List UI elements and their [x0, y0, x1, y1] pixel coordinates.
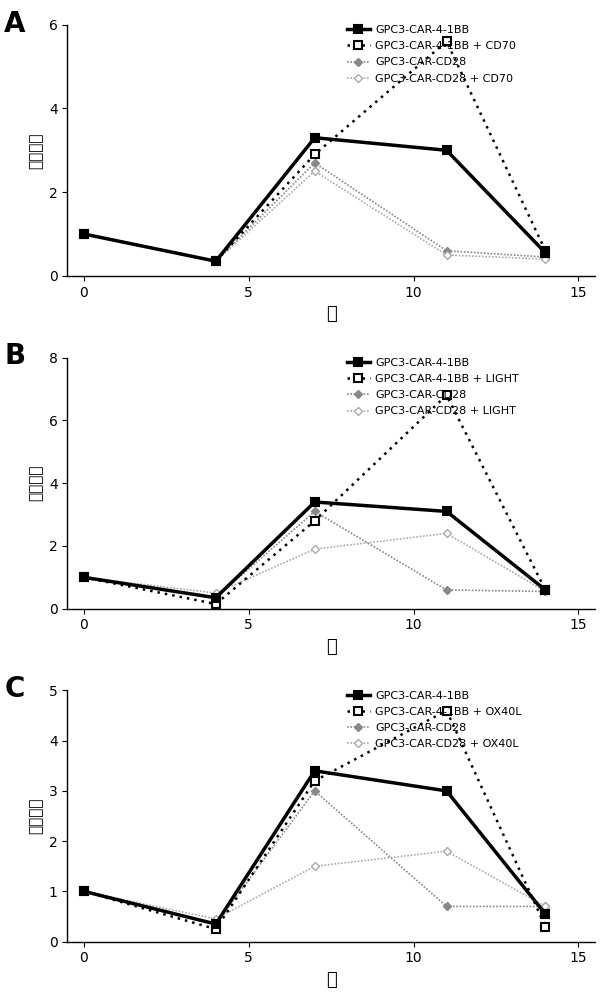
- X-axis label: 天: 天: [326, 971, 336, 989]
- Legend: GPC3-CAR-4-1BB, GPC3-CAR-4-1BB + CD70, GPC3-CAR-CD28, GPC3-CAR-CD28 + CD70: GPC3-CAR-4-1BB, GPC3-CAR-4-1BB + CD70, G…: [347, 25, 516, 84]
- X-axis label: 天: 天: [326, 305, 336, 323]
- Text: B: B: [4, 342, 25, 370]
- Legend: GPC3-CAR-4-1BB, GPC3-CAR-4-1BB + LIGHT, GPC3-CAR-CD28, GPC3-CAR-CD28 + LIGHT: GPC3-CAR-4-1BB, GPC3-CAR-4-1BB + LIGHT, …: [347, 358, 519, 416]
- X-axis label: 天: 天: [326, 638, 336, 656]
- Text: C: C: [4, 675, 25, 703]
- Y-axis label: 扩增倍数: 扩增倍数: [28, 465, 43, 501]
- Legend: GPC3-CAR-4-1BB, GPC3-CAR-4-1BB + OX40L, GPC3-CAR-CD28, GPC3-CAR-CD28 + OX40L: GPC3-CAR-4-1BB, GPC3-CAR-4-1BB + OX40L, …: [347, 691, 522, 749]
- Y-axis label: 扩增倍数: 扩增倍数: [28, 798, 43, 834]
- Y-axis label: 扩增倍数: 扩增倍数: [28, 132, 43, 169]
- Text: A: A: [4, 10, 25, 38]
